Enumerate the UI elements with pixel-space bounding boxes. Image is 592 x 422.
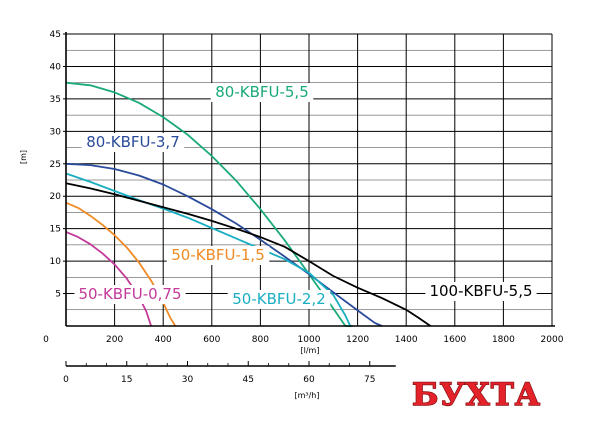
x-tick-label: 1400: [395, 335, 418, 345]
x-tick-label: 1000: [298, 335, 321, 345]
y-axis-label: [m]: [19, 150, 28, 164]
y-tick-label: 15: [50, 225, 61, 235]
secondary-x-tick-label: 60: [303, 375, 315, 385]
y-tick-label: 35: [50, 95, 61, 105]
x-tick-label: 1200: [346, 335, 369, 345]
x-tick-label: 400: [155, 335, 172, 345]
series-line-100-kbfu-5-5: [65, 182, 432, 327]
x-tick-label: 1600: [443, 335, 466, 345]
series-label: 80-KBFU-3,7: [86, 133, 180, 151]
x-tick-label: 600: [203, 335, 220, 345]
secondary-x-axis-label: [m³/h]: [294, 391, 319, 400]
series-label: 100-KBFU-5,5: [429, 282, 532, 300]
secondary-x-tick-label: 75: [364, 375, 375, 385]
series-label-background: [81, 133, 185, 152]
brand-logo-text: БУХТА: [412, 377, 541, 413]
series-label: 50-KBFU-1,5: [171, 246, 265, 264]
series-label-background: [166, 246, 270, 265]
series-line-80-kbfu-3-7: [65, 162, 383, 327]
series-line-50-kbfu-1-5: [65, 201, 177, 327]
y-tick-labels: 5 10 15 20 25 30 35 40 45: [50, 30, 66, 300]
x-tick-label: 0: [43, 335, 49, 345]
x-axis-label: [l/m]: [301, 346, 320, 355]
secondary-x-axis: 0 15 30 45 60 75: [63, 361, 396, 385]
secondary-x-tick-label: 30: [182, 375, 194, 385]
brand-logo: БУХТА: [411, 376, 541, 413]
series-line-50-kbfu-0-75: [65, 231, 152, 327]
series-label-background: [74, 285, 186, 304]
y-tick-label: 20: [50, 192, 62, 202]
grid: [65, 33, 553, 326]
y-tick-label: 5: [55, 290, 61, 300]
y-tick-label: 45: [50, 30, 61, 40]
series-label-background: [425, 282, 537, 301]
y-tick-label: 10: [50, 257, 62, 267]
series-labels: 80-KBFU-5,5 80-KBFU-3,7 50-KBFU-2,2 50-KBFU…: [74, 83, 537, 309]
x-tick-label: 1800: [492, 335, 515, 345]
series-label: 80-KBFU-5,5: [215, 83, 309, 101]
x-tick-label: 200: [106, 335, 123, 345]
x-tick-label: 2000: [541, 335, 564, 345]
x-tick-labels: 0 200 400 600 800 1000 1200 1400 1600 1800 2000: [43, 335, 564, 345]
y-tick-label: 30: [50, 127, 62, 137]
y-tick-label: 40: [50, 62, 62, 72]
series-label: 50-KBFU-2,2: [232, 290, 326, 308]
secondary-x-tick-label: 45: [243, 375, 254, 385]
x-tick-label: 800: [252, 335, 269, 345]
series-label-background: [210, 83, 314, 102]
y-tick-label: 25: [50, 160, 61, 170]
secondary-x-tick-label: 15: [121, 375, 132, 385]
axes-frame: [65, 32, 555, 327]
secondary-x-tick-label: 0: [63, 375, 69, 385]
series-label: 50-KBFU-0,75: [78, 285, 181, 303]
series-label-background: [227, 290, 331, 309]
